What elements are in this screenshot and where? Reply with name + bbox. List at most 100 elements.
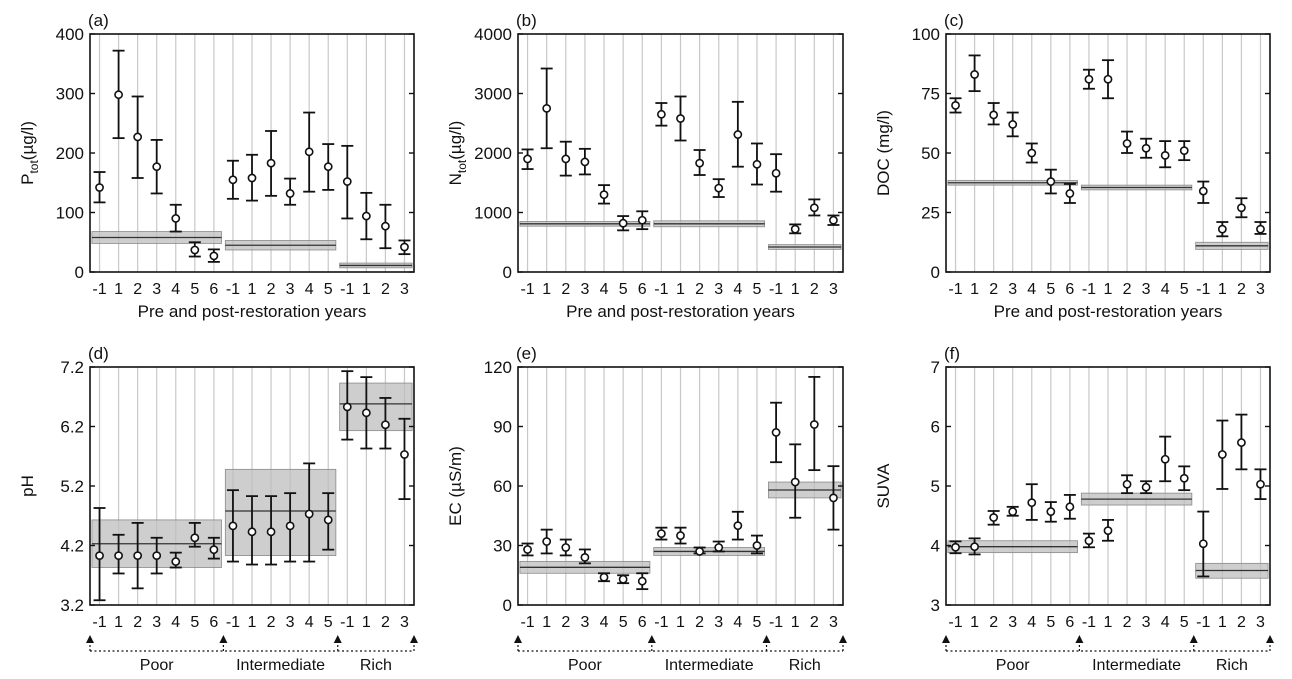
x-tick-label: 5: [324, 614, 333, 631]
x-tick-label: -1: [340, 281, 354, 298]
data-point: [951, 101, 960, 110]
x-tick-label: 3: [400, 281, 409, 298]
x-tick-label: 3: [1008, 281, 1017, 298]
x-tick-label: -1: [226, 281, 240, 298]
x-tick-label: 6: [1065, 614, 1074, 631]
data-point: [1084, 536, 1094, 546]
y-tick-label: 3: [931, 596, 940, 615]
data-point: [171, 557, 181, 566]
data-point: [133, 551, 143, 561]
y-tick-label: 7.2: [60, 358, 84, 377]
x-tick-label: 1: [248, 281, 257, 298]
x-tick-label: 2: [1123, 614, 1132, 631]
y-tick-label: 100: [56, 204, 84, 223]
x-tick-label: 2: [1123, 281, 1132, 298]
data-point: [266, 527, 276, 537]
y-tick-label: 100: [912, 25, 940, 44]
x-tick-label: 2: [267, 614, 276, 631]
data-point: [1256, 224, 1265, 234]
x-axis-label: Pre and post-restoration years: [566, 302, 795, 321]
x-tick-label: -1: [654, 614, 668, 631]
data-point: [381, 420, 390, 430]
x-tick-label: 1: [676, 281, 685, 298]
x-tick-label: 1: [1104, 281, 1113, 298]
x-tick-label: -1: [1196, 281, 1210, 298]
x-tick-label: 5: [190, 614, 199, 631]
y-tick-label: 300: [56, 85, 84, 104]
data-point: [209, 545, 219, 555]
data-point: [771, 428, 781, 437]
data-point: [1065, 502, 1075, 512]
y-tick-label: 3000: [474, 85, 512, 104]
data-point: [542, 537, 552, 546]
group-label: Intermediate: [236, 657, 325, 674]
x-tick-label: 3: [580, 281, 589, 298]
x-tick-label: 6: [209, 281, 218, 298]
data-point: [1160, 150, 1170, 160]
x-tick-label: 4: [305, 281, 314, 298]
x-tick-label: -1: [948, 281, 962, 298]
chart-d: 3.24.25.26.27.2-1 1 2 3 4 5 6 -1 1 2 3 4 5 -1 1 2 3(d)pH…: [18, 344, 418, 674]
data-point: [1141, 143, 1151, 153]
data-point: [1198, 539, 1208, 549]
data-point: [561, 543, 571, 552]
x-tick-label: -1: [520, 281, 534, 298]
data-point: [1065, 189, 1075, 198]
y-tick-label: 50: [921, 144, 940, 163]
x-tick-label: 3: [1256, 281, 1265, 298]
data-point: [266, 158, 276, 168]
y-tick-label: 75: [921, 85, 940, 104]
x-tick-label: 1: [114, 614, 123, 631]
data-point: [400, 450, 409, 459]
x-tick-label: 2: [381, 614, 390, 631]
x-tick-label: 3: [829, 281, 838, 298]
data-point: [1141, 482, 1151, 492]
x-tick-label: 6: [209, 614, 218, 631]
x-tick-label: 3: [400, 614, 409, 631]
y-tick-label: 4.2: [60, 537, 84, 556]
data-point: [829, 493, 838, 503]
y-tick-label: 3.2: [60, 596, 84, 615]
group-label: Rich: [360, 657, 392, 674]
x-tick-label: 1: [1104, 614, 1113, 631]
data-point: [752, 541, 762, 550]
y-tick-label: 1000: [474, 204, 512, 223]
data-point: [304, 509, 314, 519]
data-point: [1217, 450, 1227, 459]
x-tick-label: 4: [1027, 614, 1036, 631]
arrow-up-icon: [762, 635, 771, 643]
data-point: [152, 551, 162, 561]
arrow-up-icon: [410, 635, 418, 643]
x-tick-label: 3: [152, 281, 161, 298]
arrow-up-icon: [647, 635, 656, 643]
data-point: [580, 553, 590, 562]
group-label: Poor: [568, 657, 602, 674]
data-point: [247, 173, 257, 183]
data-point: [1122, 139, 1132, 148]
y-axis-label: SUVA: [874, 463, 893, 509]
x-tick-label: -1: [1082, 614, 1096, 631]
x-tick-label: 2: [267, 281, 276, 298]
x-tick-label: 2: [1237, 281, 1246, 298]
x-tick-label: -1: [226, 614, 240, 631]
x-tick-label: 4: [733, 614, 742, 631]
x-tick-label: 4: [1161, 614, 1170, 631]
data-point: [714, 543, 724, 552]
x-tick-label: 3: [829, 614, 838, 631]
x-tick-label: 2: [989, 281, 998, 298]
x-tick-label: 2: [989, 614, 998, 631]
data-point: [1008, 120, 1018, 129]
panel-label: (f): [944, 344, 960, 363]
data-point: [695, 547, 705, 556]
x-tick-label: 4: [171, 614, 180, 631]
data-point: [1046, 177, 1056, 186]
x-tick-label: 5: [324, 281, 333, 298]
y-tick-label: 0: [931, 263, 940, 282]
y-axis-label: EC (µS/m): [446, 446, 465, 526]
y-tick-label: 0: [503, 596, 512, 615]
y-axis-label: pH: [18, 475, 37, 497]
